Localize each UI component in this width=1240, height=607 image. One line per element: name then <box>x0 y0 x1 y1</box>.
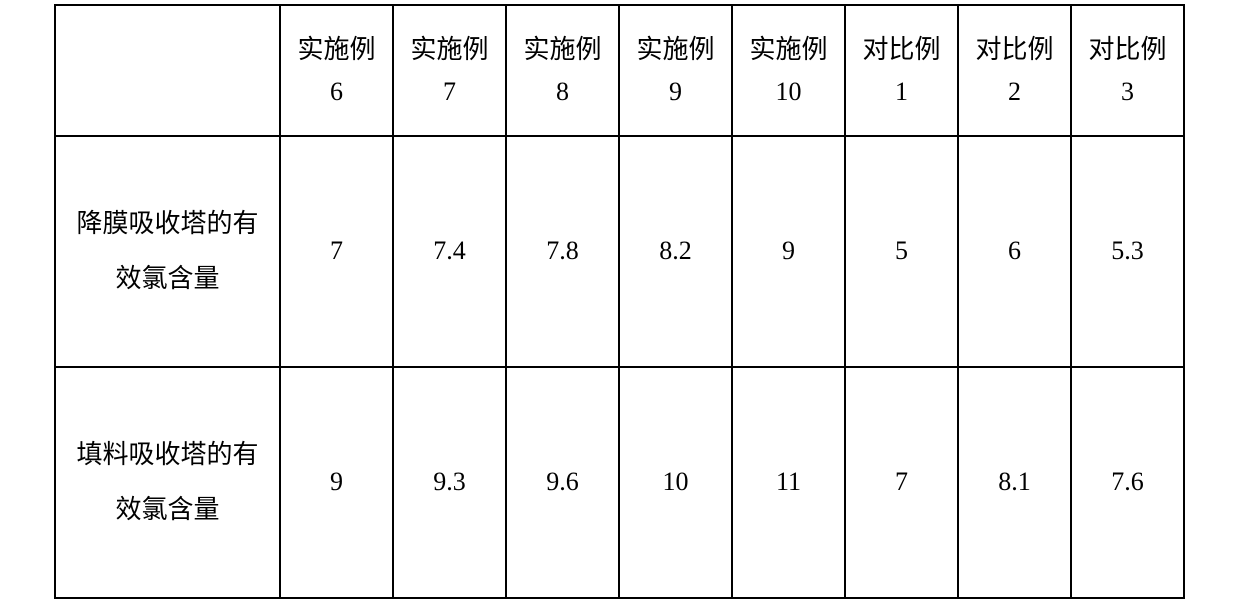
col-header-line2: 2 <box>1008 77 1021 106</box>
col-header-line2: 6 <box>330 77 343 106</box>
table-cell: 5 <box>845 136 958 367</box>
table-cell: 9.6 <box>506 367 619 598</box>
col-header-line2: 3 <box>1121 77 1134 106</box>
table-cell: 6 <box>958 136 1071 367</box>
col-header-line1: 对比例 <box>1088 35 1166 64</box>
table-cell: 7.6 <box>1071 367 1184 598</box>
row-label-line1: 填料吸收塔的有 <box>76 440 258 469</box>
row-label-line2: 效氯含量 <box>115 264 219 293</box>
col-header-line1: 实施例 <box>749 35 827 64</box>
col-header-line1: 实施例 <box>297 35 375 64</box>
col-header: 对比例 1 <box>845 5 958 136</box>
table-cell: 9 <box>732 136 845 367</box>
col-header: 对比例 3 <box>1071 5 1184 136</box>
col-header-line1: 对比例 <box>862 35 940 64</box>
col-header-line1: 实施例 <box>410 35 488 64</box>
col-header: 实施例 9 <box>619 5 732 136</box>
col-header: 实施例 8 <box>506 5 619 136</box>
col-header-line2: 8 <box>556 77 569 106</box>
table-cell: 7.4 <box>393 136 506 367</box>
col-header-line2: 1 <box>895 77 908 106</box>
table-cell: 8.2 <box>619 136 732 367</box>
col-header-line2: 10 <box>776 77 802 106</box>
corner-cell <box>55 5 280 136</box>
col-header-line1: 实施例 <box>523 35 601 64</box>
col-header-line2: 7 <box>443 77 456 106</box>
table-row: 填料吸收塔的有 效氯含量 9 9.3 9.6 10 11 7 8.1 7.6 <box>55 367 1184 598</box>
col-header-line2: 9 <box>669 77 682 106</box>
table-cell: 8.1 <box>958 367 1071 598</box>
col-header: 对比例 2 <box>958 5 1071 136</box>
row-label-line1: 降膜吸收塔的有 <box>76 209 258 238</box>
table-cell: 7 <box>845 367 958 598</box>
data-table: 实施例 6 实施例 7 实施例 8 实施例 9 实施例 10 对比例 1 <box>54 4 1185 599</box>
col-header: 实施例 6 <box>280 5 393 136</box>
col-header: 实施例 10 <box>732 5 845 136</box>
table-row: 降膜吸收塔的有 效氯含量 7 7.4 7.8 8.2 9 5 6 5.3 <box>55 136 1184 367</box>
row-label-line2: 效氯含量 <box>115 495 219 524</box>
col-header: 实施例 7 <box>393 5 506 136</box>
table-cell: 7.8 <box>506 136 619 367</box>
row-label: 填料吸收塔的有 效氯含量 <box>55 367 280 598</box>
table-cell: 7 <box>280 136 393 367</box>
table-cell: 9.3 <box>393 367 506 598</box>
table-cell: 11 <box>732 367 845 598</box>
table-header-row: 实施例 6 实施例 7 实施例 8 实施例 9 实施例 10 对比例 1 <box>55 5 1184 136</box>
table-cell: 5.3 <box>1071 136 1184 367</box>
table-cell: 9 <box>280 367 393 598</box>
row-label: 降膜吸收塔的有 效氯含量 <box>55 136 280 367</box>
col-header-line1: 对比例 <box>975 35 1053 64</box>
table-cell: 10 <box>619 367 732 598</box>
data-table-container: 实施例 6 实施例 7 实施例 8 实施例 9 实施例 10 对比例 1 <box>54 4 1182 599</box>
col-header-line1: 实施例 <box>636 35 714 64</box>
